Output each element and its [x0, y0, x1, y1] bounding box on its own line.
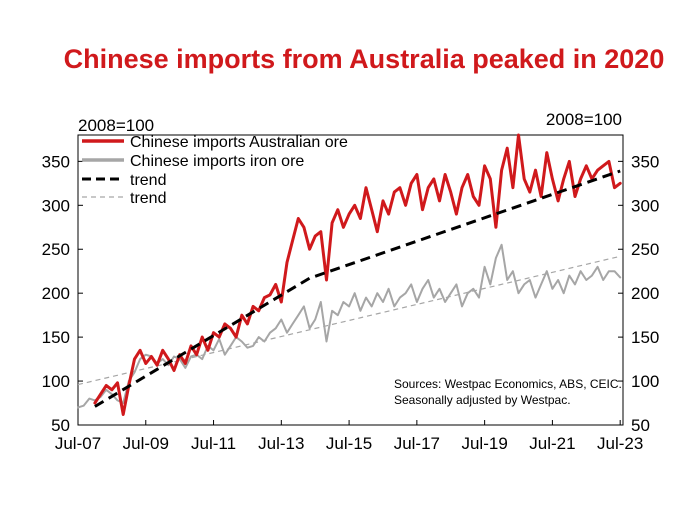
x-tick-label: Jul-15 [326, 434, 372, 453]
legend: Chinese imports Australian ore Chinese i… [82, 134, 348, 207]
x-tick-label: Jul-11 [191, 434, 236, 453]
y-tick-label-right: 150 [631, 328, 659, 347]
x-axis: Jul-07 Jul-09 Jul-11 Jul-13 Jul-15 Jul-17 Jul-… [55, 420, 643, 453]
legend-label-trend-bold: trend [130, 172, 166, 189]
source-note-line-2: Seasonally adjusted by Westpac. [394, 393, 571, 407]
right-axis-unit: 2008=100 [546, 110, 622, 129]
x-tick-label: Jul-09 [123, 434, 169, 453]
y-tick-label-left: 350 [42, 152, 70, 171]
x-tick-label: Jul-07 [55, 434, 101, 453]
y-tick-label-left: 200 [42, 284, 70, 303]
y-tick-label-right: 300 [631, 196, 659, 215]
x-tick-label: Jul-21 [529, 434, 575, 453]
y-tick-label-left: 100 [42, 372, 70, 391]
y-tick-label-right: 200 [631, 284, 659, 303]
y-axis-right: 50 100 150 200 250 300 350 [618, 152, 659, 435]
y-tick-label-right: 50 [631, 416, 650, 435]
y-tick-label-left: 50 [51, 416, 70, 435]
y-tick-label-left: 300 [42, 196, 70, 215]
y-tick-label-right: 350 [631, 152, 659, 171]
series-line-1 [77, 243, 622, 409]
legend-label-iron-ore: Chinese imports iron ore [130, 153, 304, 170]
chart-title: Chinese imports from Australia peaked in… [64, 44, 665, 74]
left-axis-unit: 2008=100 [78, 116, 154, 135]
legend-label-australian-ore: Chinese imports Australian ore [130, 134, 348, 151]
source-note-line-1: Sources: Westpac Economics, ABS, CEIC. [394, 377, 622, 391]
x-tick-label: Jul-23 [597, 434, 643, 453]
x-tick-label: Jul-13 [258, 434, 304, 453]
y-tick-label-right: 250 [631, 240, 659, 259]
y-axis-left: 50 100 150 200 250 300 350 [42, 152, 83, 435]
series-line-0 [93, 133, 622, 416]
x-tick-label: Jul-17 [394, 434, 440, 453]
series-line-2 [94, 169, 621, 408]
y-tick-label-left: 250 [42, 240, 70, 259]
legend-label-trend-thin: trend [130, 190, 166, 207]
series-line-3 [77, 255, 621, 386]
y-tick-label-left: 150 [42, 328, 70, 347]
y-tick-label-right: 100 [631, 372, 659, 391]
plot-frame [77, 134, 624, 426]
series-layer [77, 133, 622, 416]
x-tick-label: Jul-19 [461, 434, 507, 453]
